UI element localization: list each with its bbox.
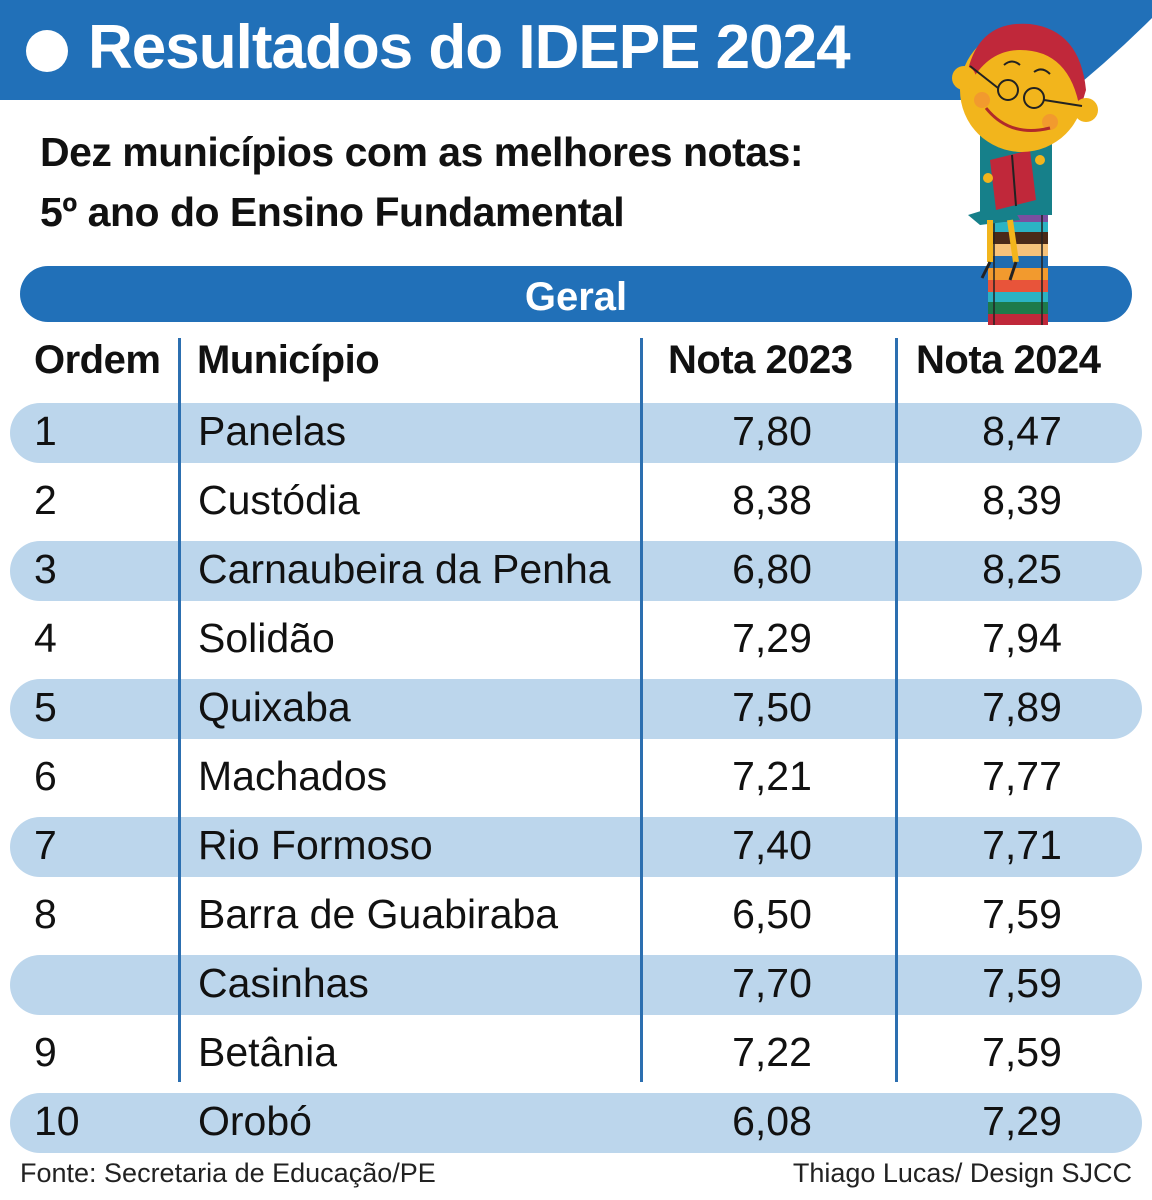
ordem-cell: 10	[34, 1098, 80, 1145]
subtitle: Dez municípios com as melhores notas: 5º…	[40, 122, 803, 242]
ordem-cell: 7	[34, 822, 57, 869]
nota-2024-cell: 7,59	[920, 1029, 1124, 1076]
municipio-cell: Barra de Guabiraba	[198, 891, 558, 938]
nota-2023-cell: 7,22	[670, 1029, 874, 1076]
nota-2023-cell: 6,50	[670, 891, 874, 938]
ordem-cell: 3	[34, 546, 57, 593]
nota-2024-cell: 7,89	[920, 684, 1124, 731]
table-row: 10 Orobó 6,08 7,29	[10, 1093, 1142, 1153]
source-note: Fonte: Secretaria de Educação/PE	[20, 1158, 436, 1189]
nota-2024-cell: 7,94	[920, 615, 1124, 662]
ordem-cell: 2	[34, 477, 57, 524]
ordem-cell: 1	[34, 408, 57, 455]
nota-2023-cell: 6,08	[670, 1098, 874, 1145]
nota-2023-cell: 8,38	[670, 477, 874, 524]
ordem-cell: 5	[34, 684, 57, 731]
ordem-cell: 9	[34, 1029, 57, 1076]
nota-2024-cell: 7,71	[920, 822, 1124, 869]
ordem-cell: 8	[34, 891, 57, 938]
nota-2023-cell: 7,40	[670, 822, 874, 869]
nota-2023-cell: 7,70	[670, 960, 874, 1007]
bullet-icon	[26, 30, 68, 72]
municipio-cell: Orobó	[198, 1098, 312, 1145]
municipio-cell: Custódia	[198, 477, 360, 524]
column-divider	[895, 338, 898, 1082]
header-ordem: Ordem	[34, 338, 160, 383]
municipio-cell: Panelas	[198, 408, 346, 455]
page-title: Resultados do IDEPE 2024	[88, 12, 850, 83]
column-divider	[178, 338, 181, 1082]
subtitle-line-1: Dez municípios com as melhores notas:	[40, 122, 803, 182]
municipio-cell: Betânia	[198, 1029, 337, 1076]
nota-2023-cell: 7,50	[670, 684, 874, 731]
ordem-cell: 4	[34, 615, 57, 662]
nota-2024-cell: 7,59	[920, 960, 1124, 1007]
boy-reading-illustration-icon	[950, 10, 1140, 325]
municipio-cell: Quixaba	[198, 684, 351, 731]
ordem-cell: 6	[34, 753, 57, 800]
municipio-cell: Rio Formoso	[198, 822, 433, 869]
credit-note: Thiago Lucas/ Design SJCC	[793, 1158, 1132, 1189]
nota-2024-cell: 8,47	[920, 408, 1124, 455]
nota-2024-cell: 8,25	[920, 546, 1124, 593]
nota-2024-cell: 7,29	[920, 1098, 1124, 1145]
nota-2024-cell: 7,59	[920, 891, 1124, 938]
nota-2023-cell: 6,80	[670, 546, 874, 593]
nota-2023-cell: 7,80	[670, 408, 874, 455]
municipio-cell: Casinhas	[198, 960, 369, 1007]
nota-2024-cell: 7,77	[920, 753, 1124, 800]
municipio-cell: Machados	[198, 753, 387, 800]
column-divider	[640, 338, 643, 1082]
subtitle-line-2: 5º ano do Ensino Fundamental	[40, 182, 803, 242]
municipio-cell: Solidão	[198, 615, 335, 662]
nota-2023-cell: 7,29	[670, 615, 874, 662]
nota-2023-cell: 7,21	[670, 753, 874, 800]
header-nota-2023: Nota 2023	[668, 338, 852, 383]
municipio-cell: Carnaubeira da Penha	[198, 546, 611, 593]
nota-2024-cell: 8,39	[920, 477, 1124, 524]
header-nota-2024: Nota 2024	[916, 338, 1100, 383]
header-municipio: Município	[197, 338, 379, 383]
book-stack	[988, 210, 1048, 325]
